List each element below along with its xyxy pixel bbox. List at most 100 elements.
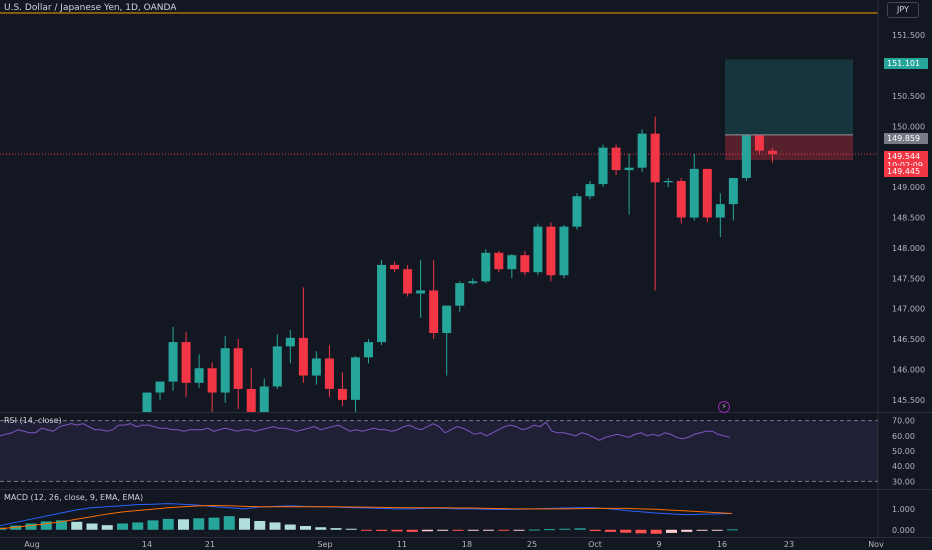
- macd-histogram-bar: [162, 518, 174, 530]
- price-tick-label: 148.500: [892, 214, 925, 223]
- candle-body: [533, 226, 543, 273]
- rsi-band: [0, 420, 878, 482]
- candle-body: [272, 346, 282, 387]
- macd-histogram-bar: [178, 519, 189, 530]
- price-tick-label: 145.500: [892, 396, 925, 405]
- candle-body: [416, 290, 426, 294]
- macd-histogram-bar: [284, 524, 296, 530]
- macd-histogram-bar: [498, 529, 510, 531]
- time-axis-label: 9: [656, 540, 661, 549]
- time-axis-label: Nov: [868, 540, 884, 549]
- candle-body: [728, 178, 738, 205]
- candle-body: [702, 168, 712, 218]
- rsi-tick-label: 30.00: [892, 477, 915, 486]
- candle-body: [507, 255, 517, 270]
- position-profit-zone: [725, 59, 853, 135]
- candle-body: [220, 348, 230, 393]
- macd-histogram-bar: [650, 529, 662, 534]
- candle-body: [715, 204, 725, 218]
- macd-histogram-bar: [208, 517, 220, 530]
- candle-body: [350, 357, 360, 400]
- time-axis-label: 23: [784, 540, 794, 549]
- time-axis-label: 14: [142, 540, 152, 549]
- macd-tick-label: 0.000: [892, 526, 915, 535]
- macd-title[interactable]: MACD (12, 26, close, 9, EMA, EMA): [4, 493, 144, 502]
- time-axis-label: 18: [462, 540, 472, 549]
- candle-body: [168, 342, 178, 382]
- macd-histogram-bar: [422, 529, 433, 532]
- macd-histogram-bar: [361, 529, 372, 531]
- time-axis-label: 11: [397, 540, 407, 549]
- stop-price-label: 149.445: [884, 166, 928, 177]
- macd-histogram-bar: [193, 518, 205, 530]
- candle-body: [246, 388, 256, 412]
- price-tick-label: 149.000: [892, 183, 925, 192]
- rsi-title[interactable]: RSI (14, close): [4, 416, 62, 425]
- target-price-label: 151.101: [884, 58, 928, 69]
- macd-histogram-bar: [147, 520, 159, 530]
- candle-body: [754, 135, 764, 151]
- macd-histogram-bar: [635, 529, 647, 534]
- macd-histogram-bar: [315, 527, 327, 530]
- macd-histogram-bar: [71, 521, 83, 530]
- price-tick-label: 151.500: [892, 31, 925, 40]
- candle-body: [546, 226, 556, 276]
- macd-histogram-bar: [559, 528, 571, 530]
- candle-body: [572, 196, 582, 227]
- macd-histogram-bar: [605, 529, 616, 532]
- time-axis-label: 16: [717, 540, 727, 549]
- candle-body: [624, 167, 634, 171]
- macd-histogram-bar: [132, 522, 144, 530]
- macd-histogram-bar: [452, 529, 464, 531]
- candle-body: [298, 337, 308, 376]
- last-price-label: 149.544: [884, 151, 928, 162]
- rsi-line: [0, 421, 731, 441]
- macd-histogram-bar: [300, 526, 311, 530]
- currency-button[interactable]: JPY: [887, 2, 919, 18]
- candle-body: [598, 147, 608, 185]
- macd-histogram-bar: [254, 520, 266, 530]
- time-axis-label: Aug: [24, 540, 40, 549]
- entry-price-label: 149.859: [884, 133, 928, 144]
- time-axis-label: 25: [527, 540, 537, 549]
- flash-icon[interactable]: ⚡: [718, 401, 730, 413]
- candle-body: [155, 381, 165, 393]
- macd-histogram-bar: [666, 529, 677, 533]
- macd-histogram-bar: [56, 520, 67, 530]
- macd-histogram-bar: [406, 529, 418, 532]
- macd-signal-line: [0, 504, 733, 530]
- macd-histogram-bar: [528, 529, 540, 531]
- time-axis-label: Oct: [588, 540, 602, 549]
- macd-histogram-bar: [86, 523, 98, 530]
- candle-body: [337, 388, 347, 400]
- symbol-title[interactable]: U.S. Dollar / Japanese Yen, 1D, OANDA: [4, 3, 177, 13]
- bar-countdown-label: 10:02:09: [884, 160, 928, 171]
- macd-histogram-bar: [467, 529, 479, 531]
- candle-body: [364, 342, 374, 358]
- candle-body: [455, 283, 465, 306]
- candle-body: [194, 368, 204, 383]
- candle-body: [611, 147, 621, 171]
- price-tick-label: 148.000: [892, 244, 925, 253]
- candle-body: [390, 264, 400, 270]
- price-tick-label: 146.000: [892, 365, 925, 374]
- macd-histogram-bar: [376, 529, 388, 532]
- rsi-tick-label: 50.00: [892, 447, 915, 456]
- macd-histogram-bar: [437, 529, 449, 531]
- price-tick-label: 150.500: [892, 92, 925, 101]
- macd-histogram-bar: [513, 529, 525, 531]
- candle-body: [181, 342, 191, 383]
- candle-body: [207, 368, 217, 393]
- candle-body: [559, 226, 569, 276]
- candle-body: [585, 184, 595, 197]
- candle-body: [468, 281, 478, 284]
- macd-histogram-bar: [681, 529, 693, 532]
- candle-body: [676, 181, 686, 218]
- macd-tick-label: 1.000: [892, 505, 915, 514]
- candle-body: [377, 264, 387, 343]
- price-tick-label: 147.500: [892, 274, 925, 283]
- candle-body: [259, 386, 269, 412]
- price-tick-label: 146.500: [892, 335, 925, 344]
- macd-histogram-bar: [483, 529, 494, 531]
